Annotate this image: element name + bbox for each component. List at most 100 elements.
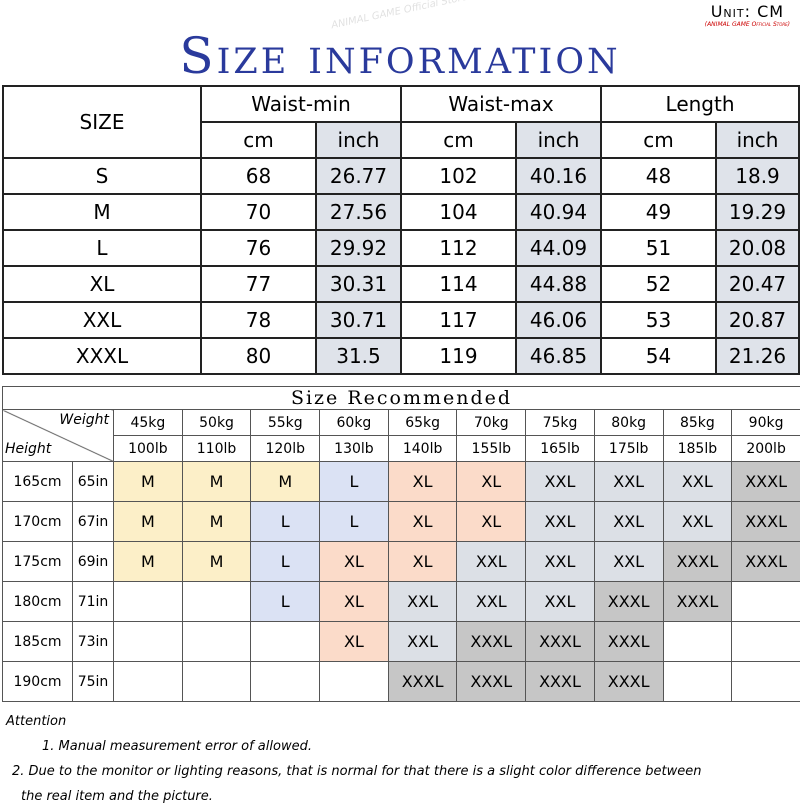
unit-cell: cm: [601, 122, 716, 158]
value-cell: 53: [601, 302, 716, 338]
value-cell: 77: [201, 266, 316, 302]
title-row: Size Recommended: [3, 387, 800, 410]
value-cell: 112: [401, 230, 516, 266]
size-cell: M: [114, 502, 183, 542]
size-cell: XXL: [663, 462, 732, 502]
size-cell: XL: [388, 502, 457, 542]
size-cell: [663, 662, 732, 702]
weight-lb: 140lb: [388, 436, 457, 462]
size-cell: XXL: [388, 622, 457, 662]
size-cell: XXXL: [457, 622, 526, 662]
weight-kg: 75kg: [526, 410, 595, 436]
size-cell: [182, 662, 251, 702]
height-cell: 165cm: [3, 462, 73, 502]
value-cell: 29.92: [316, 230, 401, 266]
height-cell: 75in: [73, 662, 114, 702]
weight-kg: 80kg: [594, 410, 663, 436]
size-cell: L: [3, 230, 201, 266]
size-cell: XXL: [526, 582, 595, 622]
size-cell: XXL: [526, 502, 595, 542]
size-cell: XXL: [594, 542, 663, 582]
size-cell: XXXL: [388, 662, 457, 702]
size-cell: XL: [3, 266, 201, 302]
size-cell: XL: [320, 622, 389, 662]
value-cell: 119: [401, 338, 516, 374]
size-cell: XXXL: [526, 662, 595, 702]
value-cell: 46.85: [516, 338, 601, 374]
weight-label: Weight: [59, 412, 109, 428]
size-cell: XL: [457, 502, 526, 542]
weight-kg: 45kg: [114, 410, 183, 436]
size-cell: XXL: [388, 582, 457, 622]
value-cell: 48: [601, 158, 716, 194]
title: Size information: [0, 26, 800, 86]
height-cell: 69in: [73, 542, 114, 582]
size-cell: XXXL: [526, 622, 595, 662]
size-cell: XXXL: [457, 662, 526, 702]
size-cell: XXXL: [732, 502, 800, 542]
size-cell: XXXL: [594, 622, 663, 662]
size-cell: XXXL: [3, 338, 201, 374]
value-cell: 114: [401, 266, 516, 302]
weight-lb: 175lb: [594, 436, 663, 462]
value-cell: 80: [201, 338, 316, 374]
weight-kg: 55kg: [251, 410, 320, 436]
value-cell: 30.71: [316, 302, 401, 338]
size-cell: L: [320, 502, 389, 542]
size-cell: XXL: [457, 582, 526, 622]
size-cell: [251, 662, 320, 702]
height-cell: 73in: [73, 622, 114, 662]
size-cell: XXXL: [663, 582, 732, 622]
size-cell: [320, 662, 389, 702]
value-cell: 68: [201, 158, 316, 194]
weight-kg: 60kg: [320, 410, 389, 436]
value-cell: 20.87: [716, 302, 799, 338]
value-cell: 20.08: [716, 230, 799, 266]
size-cell: XXXL: [594, 582, 663, 622]
value-cell: 76: [201, 230, 316, 266]
weight-kg: 90kg: [732, 410, 800, 436]
group-header: Waist-max: [401, 86, 601, 122]
weight-kg: 65kg: [388, 410, 457, 436]
height-cell: 190cm: [3, 662, 73, 702]
weight-lb: 120lb: [251, 436, 320, 462]
size-cell: M: [182, 462, 251, 502]
size-cell: [114, 582, 183, 622]
size-cell: [732, 582, 800, 622]
height-cell: 175cm: [3, 542, 73, 582]
value-cell: 21.26: [716, 338, 799, 374]
weight-lb: 130lb: [320, 436, 389, 462]
size-cell: XXXL: [732, 462, 800, 502]
size-cell: XL: [320, 542, 389, 582]
value-cell: 49: [601, 194, 716, 230]
value-cell: 19.29: [716, 194, 799, 230]
size-cell: XXL: [3, 302, 201, 338]
value-cell: 44.88: [516, 266, 601, 302]
size-cell: XXL: [594, 462, 663, 502]
attention-title: Attention: [6, 709, 706, 734]
size-cell: XXL: [457, 542, 526, 582]
height-cell: 185cm: [3, 622, 73, 662]
size-cell: [182, 582, 251, 622]
value-cell: 54: [601, 338, 716, 374]
size-cell: [182, 622, 251, 662]
unit-label: Unit: CM: [711, 2, 784, 21]
attention-note: 1. Manual measurement error of allowed.: [6, 734, 706, 759]
unit-cell: inch: [716, 122, 799, 158]
unit-cell: cm: [401, 122, 516, 158]
size-cell: M: [3, 194, 201, 230]
group-header: Waist-min: [201, 86, 401, 122]
value-cell: 44.09: [516, 230, 601, 266]
size-cell: M: [251, 462, 320, 502]
value-cell: 117: [401, 302, 516, 338]
height-cell: 67in: [73, 502, 114, 542]
